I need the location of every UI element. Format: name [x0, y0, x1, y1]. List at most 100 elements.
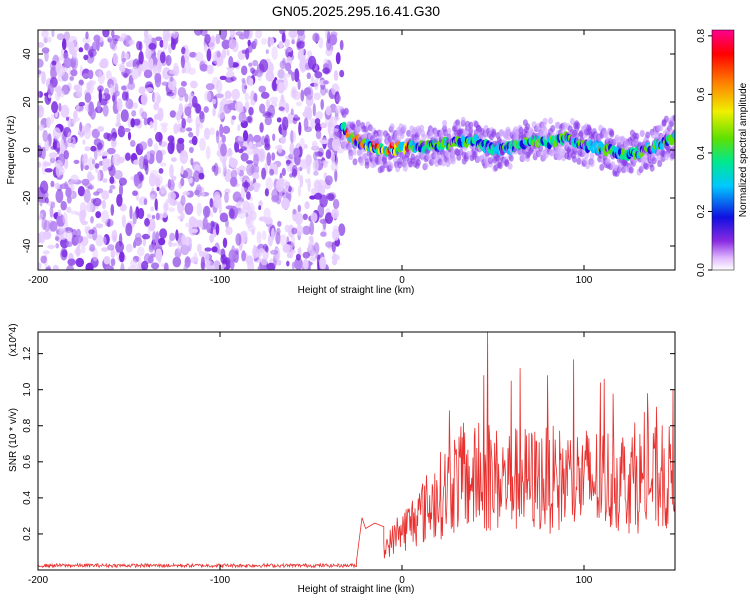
colorbar-tick-label: 0.6 [696, 87, 707, 101]
x-tick-label: -100 [210, 575, 230, 586]
noise-cell [320, 122, 328, 129]
noise-cell [102, 30, 110, 38]
noise-cell [272, 133, 276, 142]
signal-halo-cell [605, 158, 611, 165]
noise-cell [176, 140, 185, 154]
noise-cell [120, 109, 129, 122]
noise-cell [109, 176, 115, 184]
noise-cell [288, 30, 297, 39]
noise-cell [51, 30, 55, 38]
noise-cell [259, 122, 264, 133]
noise-cell [181, 46, 186, 55]
noise-cell [42, 230, 52, 240]
noise-cell [138, 51, 144, 65]
noise-cell [67, 258, 76, 266]
noise-cell [165, 54, 172, 67]
signal-halo-cell [460, 116, 466, 124]
noise-cell [190, 158, 194, 166]
noise-cell [39, 198, 43, 207]
noise-cell [97, 170, 101, 182]
noise-cell [75, 104, 80, 111]
noise-cell [279, 60, 287, 70]
noise-cell [293, 147, 300, 158]
noise-cell [325, 241, 334, 248]
noise-cell [38, 104, 45, 118]
noise-cell [101, 209, 109, 224]
signal-halo-cell [507, 162, 513, 170]
noise-cell [46, 265, 51, 270]
noise-cell [213, 162, 219, 176]
noise-cell [325, 175, 333, 186]
noise-cell [331, 137, 341, 152]
noise-cell [89, 243, 96, 252]
noise-cell [96, 100, 101, 113]
signal-halo-cell [548, 117, 553, 125]
noise-cell [88, 48, 97, 57]
noise-cell [275, 79, 279, 85]
noise-cell [221, 49, 227, 59]
noise-cell [305, 154, 312, 167]
noise-cell [55, 189, 64, 204]
noise-cell [310, 76, 315, 83]
noise-cell [125, 98, 134, 110]
signal-halo-cell [378, 129, 384, 137]
noise-cell [119, 183, 123, 197]
noise-cell [248, 106, 254, 116]
noise-cell [180, 80, 187, 87]
noise-cell [291, 227, 298, 235]
noise-cell [38, 262, 42, 270]
noise-cell [209, 127, 215, 136]
figure-title: GN05.2025.295.16.41.G30 [272, 3, 440, 19]
noise-cell [224, 90, 232, 100]
signal-halo-cell [585, 162, 591, 170]
noise-cell [331, 208, 340, 219]
noise-cell [281, 197, 290, 210]
noise-cell [71, 58, 76, 66]
noise-cell [211, 246, 218, 253]
noise-cell [286, 252, 294, 259]
noise-cell [167, 78, 177, 91]
snr-y-ticks: 0.2 0.4 0.6 0.8 1.0 1.2 [22, 346, 675, 541]
x-tick-label: -200 [28, 575, 48, 586]
noise-cell [112, 53, 119, 65]
noise-cell [258, 200, 263, 207]
noise-cell [259, 59, 269, 73]
noise-cell [315, 111, 323, 120]
noise-cell [221, 259, 229, 265]
noise-cell [296, 224, 304, 237]
noise-cell [161, 124, 168, 133]
noise-cell [69, 76, 74, 81]
noise-cell [127, 131, 132, 141]
noise-cell [280, 136, 287, 144]
noise-cell [314, 122, 322, 133]
signal-halo-cell [575, 122, 581, 130]
noise-cell [83, 125, 92, 140]
noise-cell [237, 200, 242, 207]
noise-cell [170, 137, 175, 151]
noise-cell [144, 30, 149, 39]
noise-cell [331, 151, 335, 165]
noise-cell [266, 152, 272, 167]
noise-cell [284, 47, 293, 53]
noise-cell [255, 30, 263, 39]
noise-cell [130, 259, 138, 268]
noise-cell [231, 115, 236, 121]
noise-cell [148, 173, 157, 187]
noise-cell [308, 235, 314, 242]
noise-cell [320, 85, 327, 96]
noise-cell [265, 177, 273, 191]
noise-cell [285, 159, 292, 165]
noise-cell [81, 220, 88, 226]
noise-cell [206, 260, 215, 270]
noise-cell [228, 208, 235, 219]
noise-cell [141, 233, 151, 240]
noise-cell [62, 212, 68, 225]
signal-halo-cell [634, 132, 640, 140]
noise-cell [107, 244, 115, 251]
noise-cell [63, 57, 72, 69]
noise-cell [290, 249, 296, 254]
signal-halo-cell [525, 123, 531, 131]
signal-core-cell [672, 131, 675, 140]
noise-cell [299, 46, 305, 56]
noise-cell [44, 168, 53, 173]
